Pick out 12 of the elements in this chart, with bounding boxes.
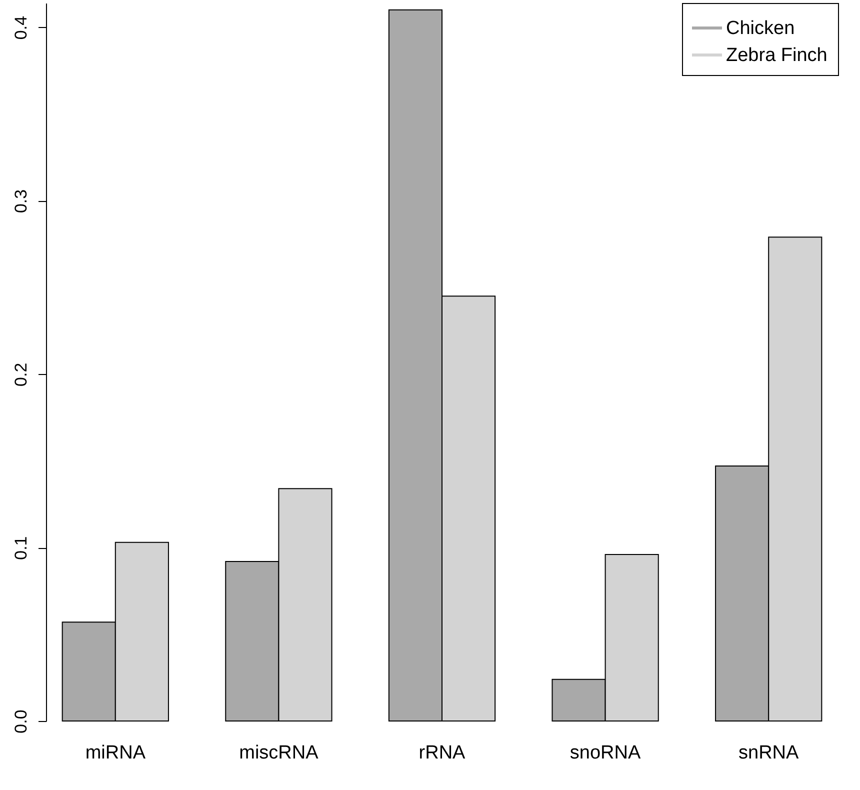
- x-tick-label: snRNA: [738, 742, 800, 764]
- y-tick-label: 0.0: [12, 710, 30, 734]
- y-tick-label: 0.4: [12, 16, 30, 40]
- legend-label: Chicken: [726, 18, 795, 39]
- y-tick-label: 0.2: [12, 362, 30, 386]
- y-tick-label: 0.3: [12, 189, 30, 214]
- x-tick-label: rRNA: [418, 742, 466, 764]
- x-tick-label: miRNA: [85, 742, 146, 764]
- x-tick-label: snoRNA: [570, 742, 641, 764]
- x-tick-label: miscRNA: [239, 742, 319, 764]
- legend-label: Zebra Finch: [726, 45, 828, 66]
- y-tick-label: 0.1: [12, 536, 30, 560]
